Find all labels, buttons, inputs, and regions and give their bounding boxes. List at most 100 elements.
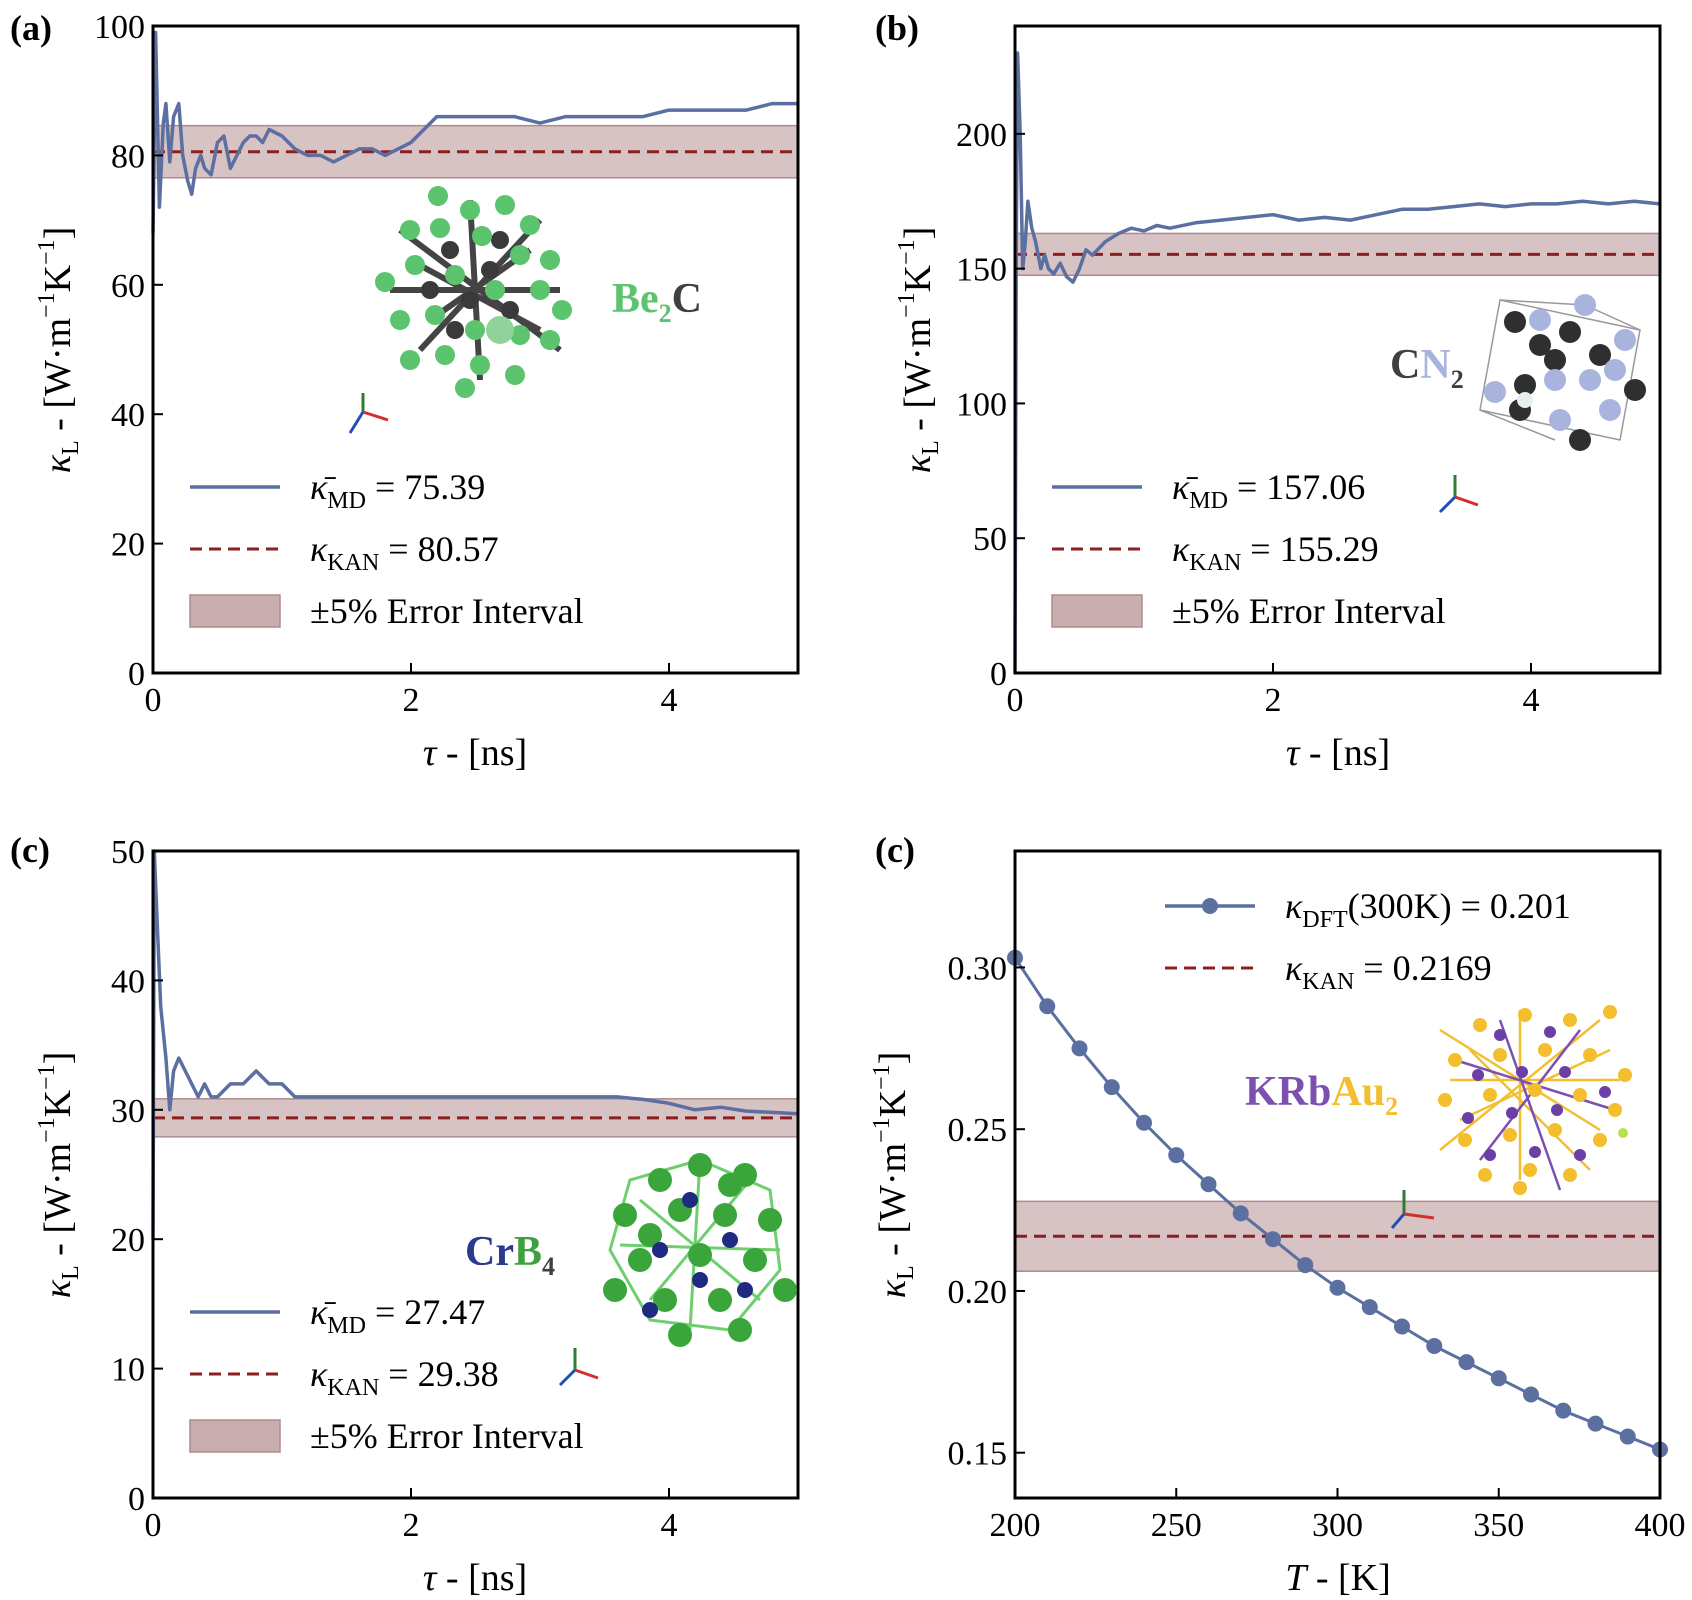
panel-c-crystal-image bbox=[558, 1153, 797, 1387]
panel-c-ytick-label: 50 bbox=[111, 834, 145, 871]
panel-c-legend-label: κKAN = 29.38 bbox=[310, 1354, 499, 1401]
panel-b-xtick-label: 2 bbox=[1265, 682, 1282, 719]
panel-d-ylabel: κL - [W·m−1K−1] bbox=[869, 1052, 919, 1299]
panel-d-dft-point bbox=[1136, 1114, 1152, 1131]
panel-a-ylabel: κL - [W·m−1K−1] bbox=[34, 227, 84, 474]
panel-a-frame bbox=[151, 24, 800, 675]
panel-b-ytick-label: 100 bbox=[956, 386, 1007, 423]
panel-a-xtick-label: 4 bbox=[661, 682, 678, 719]
panel-d-material-label: KRbAu2 bbox=[1245, 1069, 1398, 1121]
panel-a-ytick-label: 100 bbox=[94, 9, 145, 46]
panel-a-ytick-label: 60 bbox=[111, 268, 145, 305]
panel-d-dft-point bbox=[1619, 1428, 1636, 1445]
panel-b-xtick-label: 4 bbox=[1523, 682, 1540, 719]
panel-a-material-label: Be2C bbox=[612, 276, 702, 328]
panel-d-legend-label: κKAN = 0.2169 bbox=[1285, 948, 1492, 995]
panel-d-dft-point bbox=[1555, 1402, 1572, 1419]
panel-d: (c) 200 250 300 350 400 0.15 0.20 0.25 0.30 T - … bbox=[869, 830, 1686, 1599]
panel-c-ylabel: κL - [W·m−1K−1] bbox=[34, 1052, 84, 1299]
panel-d-ticks: 200 250 300 350 400 0.15 0.20 0.25 0.30 bbox=[948, 950, 1686, 1544]
panel-c-ytick-label: 0 bbox=[128, 1481, 145, 1518]
panel-d-dft-point bbox=[1071, 1040, 1088, 1057]
panel-a-legend: κ̄MD = 75.39 κKAN = 80.57 ±5% Error Interv… bbox=[189, 467, 584, 631]
panel-b-legend: κ̄MD = 157.06 κKAN = 155.29 ±5% Error Inte… bbox=[1051, 467, 1446, 631]
panel-a-legend-label: κ̄MD = 75.39 bbox=[310, 467, 485, 514]
panel-c-frame bbox=[151, 849, 800, 1500]
panel-d-dft-point bbox=[1265, 1231, 1281, 1248]
panel-c-md-line bbox=[151, 849, 799, 1240]
panel-c-xlabel: τ - [ns] bbox=[423, 1557, 527, 1599]
panel-d-dft-point bbox=[1490, 1370, 1507, 1387]
panel-d-xtick-label: 200 bbox=[990, 1507, 1041, 1544]
panel-a-crystal-image bbox=[348, 186, 572, 434]
panel-d-dft-point bbox=[1329, 1279, 1346, 1296]
panel-d-dft-point bbox=[1361, 1299, 1378, 1316]
panel-a-legend-swatch bbox=[189, 594, 281, 628]
panel-c-ytick-label: 30 bbox=[111, 1093, 145, 1130]
panel-d-dft-point bbox=[1200, 1176, 1217, 1193]
panel-d-dft-point bbox=[1587, 1415, 1604, 1432]
panel-a-xtick-label: 2 bbox=[403, 682, 420, 719]
panel-d-dft-point bbox=[1523, 1386, 1539, 1403]
panel-b-material-label: CN2 bbox=[1390, 342, 1464, 394]
panel-b-legend-swatch bbox=[1051, 594, 1143, 628]
panel-c-legend: κ̄MD = 27.47 κKAN = 29.38 ±5% Error Interv… bbox=[189, 1292, 584, 1456]
panel-a-ytick-label: 40 bbox=[111, 397, 145, 434]
panel-b-ytick-label: 0 bbox=[990, 656, 1007, 693]
panel-a-xlabel: τ - [ns] bbox=[423, 732, 527, 774]
panel-d-dft-point bbox=[1426, 1337, 1443, 1354]
panel-a-legend-label: κKAN = 80.57 bbox=[310, 529, 499, 576]
panel-a-ytick-label: 80 bbox=[111, 138, 145, 175]
panel-d-tag: (c) bbox=[875, 830, 915, 870]
panel-b-plot bbox=[1013, 51, 1661, 674]
panel-b-xtick-label: 0 bbox=[1007, 682, 1024, 719]
panel-a-ytick-label: 0 bbox=[128, 656, 145, 693]
panel-d-ytick-label: 0.20 bbox=[948, 1274, 1008, 1311]
panel-c-legend-label: κ̄MD = 27.47 bbox=[310, 1292, 485, 1339]
panel-b-legend-label: κKAN = 155.29 bbox=[1172, 529, 1379, 576]
panel-c-ytick-label: 20 bbox=[111, 1222, 145, 1259]
panel-b-ytick-label: 200 bbox=[956, 117, 1007, 154]
panel-d-dft-point bbox=[1297, 1257, 1314, 1274]
panel-c-legend-swatch bbox=[189, 1419, 281, 1453]
panel-b-legend-label: κ̄MD = 157.06 bbox=[1172, 467, 1365, 514]
panel-d-dft-point bbox=[1103, 1079, 1120, 1096]
panel-d-dft-point bbox=[1168, 1147, 1185, 1164]
panel-a-legend-label: ±5% Error Interval bbox=[310, 591, 584, 631]
panel-c-legend-label: ±5% Error Interval bbox=[310, 1416, 584, 1456]
panel-c-ytick-label: 40 bbox=[111, 963, 145, 1000]
panel-d-legend: κDFT(300K) = 0.201 κKAN = 0.2169 bbox=[1165, 886, 1571, 995]
panel-c-material-label: CrB4 bbox=[465, 1229, 555, 1281]
panel-b: (b) 0 2 4 0 50 100 150 200 τ - [ns] κL - [W·m−1… bbox=[875, 8, 1662, 774]
panel-b-frame bbox=[1013, 24, 1662, 675]
panel-d-xtick-label: 300 bbox=[1312, 1507, 1363, 1544]
panel-b-crystal-image bbox=[1438, 294, 1646, 514]
panel-d-legend-marker bbox=[1202, 898, 1218, 914]
panel-d-legend-label: κDFT(300K) = 0.201 bbox=[1285, 886, 1571, 933]
panel-b-md-line bbox=[1013, 51, 1661, 674]
panel-d-xtick-label: 350 bbox=[1473, 1507, 1524, 1544]
panel-b-legend-label: ±5% Error Interval bbox=[1172, 591, 1446, 631]
panel-b-ytick-label: 150 bbox=[956, 252, 1007, 289]
panel-a-ytick-label: 20 bbox=[111, 527, 145, 564]
panel-b-tag: (b) bbox=[875, 8, 919, 48]
panel-d-dft-point bbox=[1232, 1205, 1249, 1222]
panel-b-ticks: 0 2 4 0 50 100 150 200 bbox=[956, 117, 1540, 719]
panel-d-xlabel: T - [K] bbox=[1285, 1557, 1391, 1599]
panel-d-dft-point bbox=[1394, 1318, 1410, 1335]
panel-d-xtick-label: 400 bbox=[1635, 1507, 1686, 1544]
panel-d-dft-point bbox=[1039, 998, 1056, 1015]
panel-c-xtick-label: 0 bbox=[145, 1507, 162, 1544]
panel-c-ytick-label: 10 bbox=[111, 1352, 145, 1389]
panel-b-xlabel: τ - [ns] bbox=[1286, 732, 1390, 774]
panel-c-plot bbox=[151, 849, 799, 1240]
panel-d-ytick-label: 0.15 bbox=[948, 1436, 1008, 1473]
panel-d-xtick-label: 250 bbox=[1151, 1507, 1202, 1544]
panel-c-tag: (c) bbox=[10, 830, 50, 870]
panel-a-md-line bbox=[151, 30, 798, 234]
